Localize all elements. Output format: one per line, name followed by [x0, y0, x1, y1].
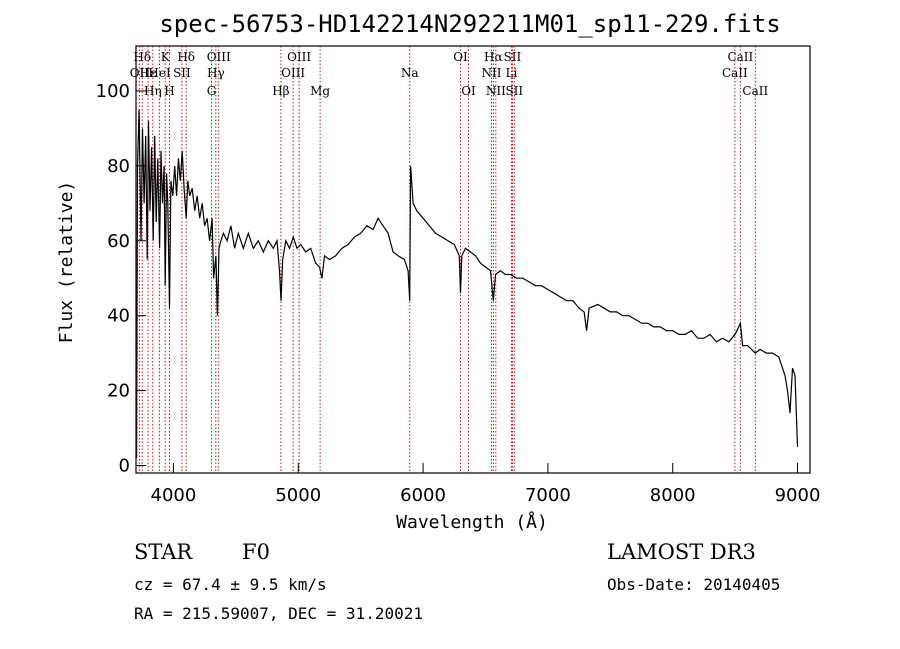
line-marker-label: Hα: [484, 50, 503, 64]
y-tick-label: 20: [107, 381, 130, 402]
x-tick-label: 8000: [650, 485, 696, 506]
line-marker-label: CaII: [722, 66, 748, 80]
line-marker-label: OI: [453, 50, 468, 64]
x-tick-label: 5000: [275, 485, 321, 506]
line-marker-label: SII: [173, 66, 191, 80]
line-marker-label: Hδ: [133, 50, 151, 64]
x-axis-label: Wavelength (Å): [396, 511, 548, 533]
line-marker-label: SII: [505, 84, 523, 98]
line-marker-label: SII: [504, 50, 522, 64]
x-tick-label: 7000: [525, 485, 571, 506]
line-marker-label: NII: [486, 84, 506, 98]
y-axis-label: Flux (relative): [56, 181, 77, 344]
line-marker-label: OIII: [207, 50, 231, 64]
line-marker-label: Hε: [140, 66, 157, 80]
line-marker-label: OIII: [287, 50, 311, 64]
line-marker-label: CaII: [727, 50, 753, 64]
y-tick-label: 0: [119, 456, 130, 477]
redshift: cz = 67.4 ± 9.5 km/s: [134, 575, 327, 594]
line-marker-label: OIII: [281, 66, 305, 80]
x-tick-label: 9000: [775, 485, 821, 506]
line-marker-label: Hγ: [207, 66, 225, 80]
line-marker-label: Hδ: [177, 50, 195, 64]
y-tick-label: 40: [107, 306, 130, 327]
survey-label: LAMOST DR3: [607, 540, 756, 564]
plot-frame: [135, 45, 811, 474]
spectrum-line: [136, 109, 799, 459]
axis-ticks: 4000 5000 6000 7000 8000 9000 0 20 40 60 80 100: [96, 81, 821, 506]
y-tick-label: 60: [107, 231, 130, 252]
coordinates: RA = 215.59007, DEC = 31.20021: [134, 604, 423, 623]
object-class: STAR: [134, 540, 193, 564]
x-tick-label: 4000: [151, 485, 197, 506]
line-marker-label: Mg: [310, 84, 330, 98]
line-marker-label: G: [207, 84, 217, 98]
line-marker-label: H: [164, 84, 174, 98]
y-tick-label: 100: [96, 81, 130, 102]
line-marker-label: NII: [481, 66, 501, 80]
line-marker-label: Li: [506, 66, 518, 80]
line-marker-label: K: [161, 50, 171, 64]
line-marker-label: HeI: [148, 66, 171, 80]
line-marker-label: CaII: [742, 84, 768, 98]
line-marker-label: Hβ: [272, 84, 289, 98]
line-marker-label: Hη: [144, 84, 162, 98]
chart-title: spec-56753-HD142214N292211M01_sp11-229.f…: [159, 10, 780, 38]
line-marker-label: OII: [130, 66, 150, 80]
line-marker-label: Na: [401, 66, 419, 80]
line-markers: OII Hδ Hε Hη HeI K H SII Hδ OIII Hγ G Hβ OIII OIII Mg Na…: [130, 46, 768, 473]
y-tick-label: 80: [107, 156, 130, 177]
obs-date: Obs-Date: 20140405: [607, 575, 781, 594]
subclass: F0: [242, 540, 270, 564]
line-marker-label: OI: [461, 84, 476, 98]
x-tick-label: 6000: [400, 485, 446, 506]
